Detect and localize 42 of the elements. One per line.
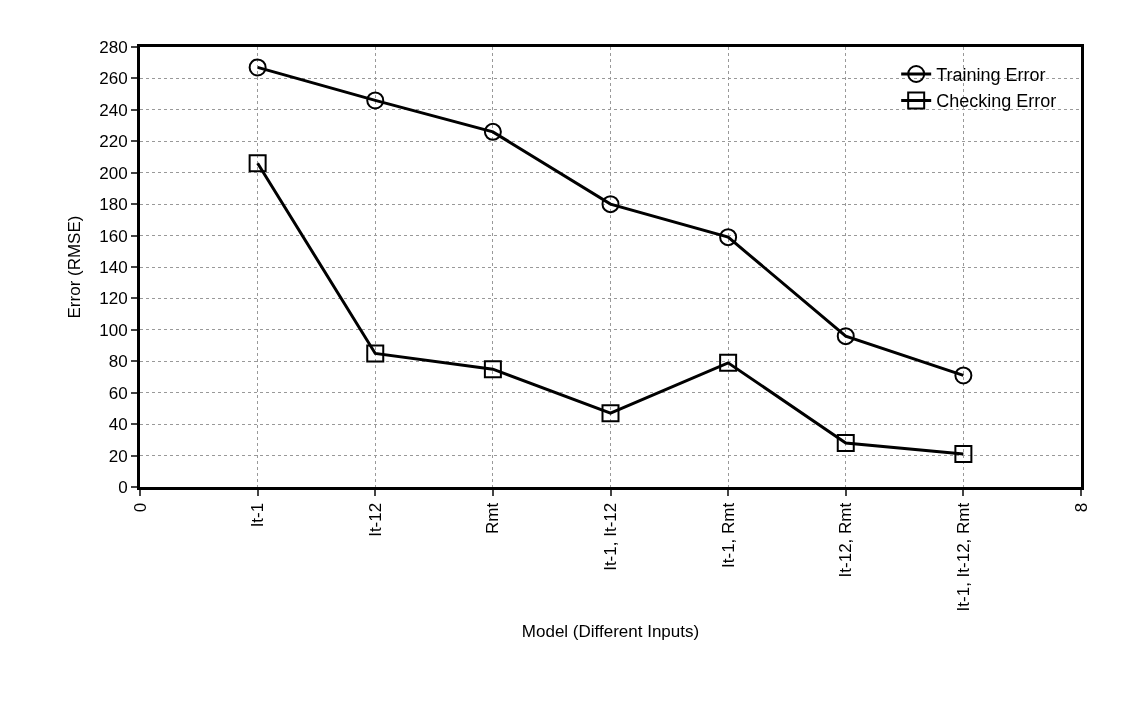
y-tick-label: 20: [108, 446, 128, 466]
y-tick-label: 160: [99, 226, 128, 246]
y-tick-label: 40: [108, 415, 128, 435]
y-axis-title: Error (RMSE): [64, 215, 84, 319]
x-tick-label: 0: [130, 502, 150, 513]
point: [836, 327, 855, 346]
legend-label: Training Error: [936, 65, 1046, 86]
x-tick-label: It-1, Rmt: [718, 502, 738, 568]
point: [483, 122, 502, 141]
x-tick-label: It-1: [248, 502, 268, 528]
x-tick-label: It-12: [365, 502, 385, 537]
y-tick-label: 0: [118, 477, 128, 497]
point: [836, 434, 855, 452]
legend-label: Checking Error: [936, 91, 1057, 112]
point: [366, 344, 385, 363]
point: [248, 154, 267, 173]
y-tick-label: 280: [99, 37, 128, 57]
x-tick-label: 8: [1071, 502, 1091, 513]
y-tick-label: 260: [99, 69, 128, 89]
point: [954, 366, 973, 385]
y-tick-label: 140: [99, 257, 128, 277]
y-tick-label: 200: [99, 163, 128, 183]
y-tick-label: 80: [108, 352, 128, 372]
y-tick-label: 60: [108, 383, 128, 403]
y-tick-label: 180: [99, 195, 128, 215]
point: [248, 58, 267, 77]
point: [954, 445, 973, 463]
x-tick-label: It-1, It-12: [601, 502, 621, 571]
point: [366, 91, 385, 110]
y-tick-label: 240: [99, 100, 128, 120]
point: [601, 404, 620, 423]
point: [719, 228, 738, 247]
point: [483, 360, 502, 379]
x-tick-label: Rmt: [483, 502, 503, 534]
x-tick-label: It-12, Rmt: [836, 502, 856, 578]
y-tick-label: 120: [99, 289, 128, 309]
x-axis-title: Model (Different Inputs): [521, 621, 700, 641]
y-tick-label: 100: [99, 320, 128, 340]
point: [601, 195, 620, 214]
x-tick-label: It-1, It-12, Rmt: [953, 502, 973, 612]
point: [719, 353, 738, 372]
y-tick-label: 220: [99, 132, 128, 152]
